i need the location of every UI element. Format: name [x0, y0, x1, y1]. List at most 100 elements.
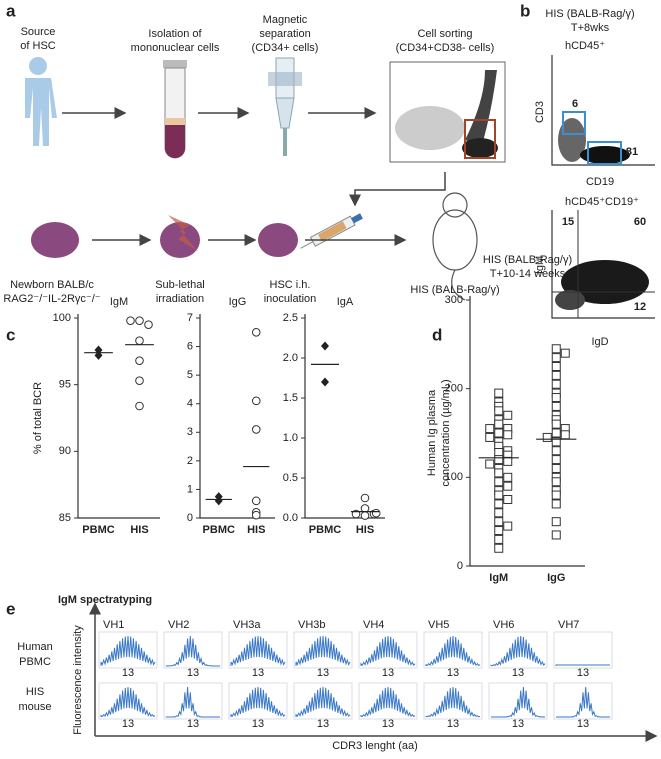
point — [503, 410, 513, 420]
step-label: Sub-lethal — [155, 279, 205, 291]
chart-title: T+10-14 weeks — [490, 268, 566, 280]
event-cloud — [558, 118, 586, 162]
point — [371, 508, 381, 518]
point — [551, 393, 561, 403]
peak-label: 13 — [317, 718, 329, 730]
peak-label: 13 — [317, 667, 329, 679]
point — [551, 370, 561, 380]
y-tick-label: 300 — [445, 294, 463, 306]
spectrum — [295, 686, 351, 717]
row-label: Human — [17, 641, 52, 653]
spectrum — [230, 635, 286, 666]
spectrum — [360, 635, 416, 666]
axis-label: CD19 — [586, 176, 614, 188]
point — [494, 517, 504, 527]
axis — [199, 314, 275, 519]
y-tick-label: 2 — [187, 455, 193, 467]
row-label: PBMC — [19, 656, 51, 668]
step-label: HIS (BALB-Rag/γ) — [410, 284, 499, 296]
family-label: VH1 — [103, 619, 124, 631]
y-tick-label: 100 — [53, 312, 71, 324]
point — [214, 492, 223, 502]
peak-label: 13 — [512, 667, 524, 679]
family-label: VH2 — [168, 619, 189, 631]
point — [494, 388, 504, 398]
point — [321, 341, 329, 351]
chart-title: IgM — [110, 296, 128, 308]
peak-label: 13 — [252, 718, 264, 730]
spectrum — [425, 635, 481, 667]
point — [135, 356, 144, 365]
point — [542, 432, 552, 442]
spectrum — [490, 635, 546, 667]
spectrum — [230, 686, 286, 717]
point — [494, 468, 504, 478]
workflow: Source of HSC Isolation of mononuclear c… — [3, 14, 499, 305]
point — [503, 456, 513, 466]
gate-name: hCD45⁺ — [565, 40, 605, 52]
point — [551, 446, 561, 456]
point — [494, 455, 504, 465]
point — [551, 490, 561, 500]
y-tick-label: 0.0 — [283, 512, 298, 524]
point — [251, 396, 261, 406]
step-label: Magnetic — [263, 14, 308, 26]
peak-label: 13 — [577, 718, 589, 730]
point — [251, 425, 261, 434]
x-tick-label: PBMC — [203, 524, 235, 536]
family-label: VH4 — [363, 619, 384, 631]
axis-label: Fluorescence intensity — [72, 625, 84, 735]
y-tick-label: 7 — [187, 312, 193, 324]
x-tick-label: IgG — [547, 572, 565, 584]
spectra-title: IgM spectratyping — [58, 594, 152, 606]
y-tick-label: 4 — [187, 398, 193, 410]
family-label: VH3b — [298, 619, 326, 631]
spectrum-box — [553, 631, 613, 669]
step-label: mononuclear cells — [131, 42, 220, 54]
y-tick-label: 3 — [187, 426, 193, 438]
point — [135, 316, 144, 325]
family-label: VH6 — [493, 619, 514, 631]
axis-label: % of total BCR — [32, 382, 44, 454]
axis-label: IgD — [591, 336, 608, 348]
peak-label: 13 — [577, 667, 589, 679]
event-cloud — [580, 146, 630, 164]
y-tick-label: 0.5 — [283, 472, 298, 484]
point — [360, 511, 370, 520]
y-tick-label: 2.0 — [283, 352, 298, 364]
peak-label: 13 — [447, 667, 459, 679]
peak-label: 13 — [512, 718, 524, 730]
axis-label: Human Ig plasma — [426, 389, 438, 476]
point — [494, 508, 504, 518]
point — [485, 432, 495, 442]
point — [494, 543, 504, 553]
axis — [551, 210, 655, 319]
quadrant-value: 15 — [562, 216, 574, 228]
step-label: Source — [21, 26, 56, 38]
panel-label: b — [520, 1, 530, 20]
x-tick-label: HIS — [247, 524, 265, 536]
point — [494, 534, 504, 544]
point — [551, 499, 561, 509]
y-tick-label: 6 — [187, 340, 193, 352]
gate — [587, 141, 622, 165]
step-label: (CD34+CD38- cells) — [396, 42, 495, 54]
event-cloud — [561, 260, 649, 304]
step-label: of HSC — [20, 40, 56, 52]
family-label: VH7 — [558, 619, 579, 631]
peak-label: 13 — [252, 667, 264, 679]
y-tick-label: 1.0 — [283, 432, 298, 444]
spectratyping: IgM spectratyping Human PBMC HIS mouse F… — [17, 594, 658, 752]
point — [551, 419, 561, 429]
point — [135, 376, 144, 385]
axis — [304, 314, 385, 519]
y-tick-label: 200 — [445, 383, 463, 395]
panel-label: a — [6, 1, 16, 20]
step-label: inoculation — [264, 293, 317, 305]
row-label: mouse — [18, 701, 51, 713]
axis-label: concentration (µg/mL) — [440, 379, 452, 486]
step-label: Isolation of — [148, 28, 202, 40]
chart-title: IgG — [229, 296, 247, 308]
family-label: VH3a — [233, 619, 261, 631]
y-tick-label: 90 — [59, 445, 71, 457]
